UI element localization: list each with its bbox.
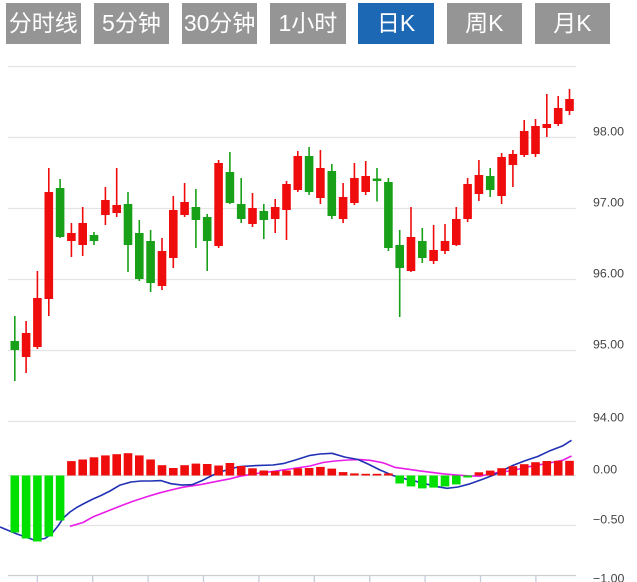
svg-text:96.00: 96.00 xyxy=(593,266,624,280)
svg-text:0.00: 0.00 xyxy=(593,462,617,476)
svg-text:98.00: 98.00 xyxy=(593,124,624,138)
svg-text:95.00: 95.00 xyxy=(593,337,624,351)
svg-text:97.00: 97.00 xyxy=(593,195,624,209)
svg-text:94.00: 94.00 xyxy=(593,411,624,425)
svg-text:−0.50: −0.50 xyxy=(593,512,624,526)
svg-text:−1.00: −1.00 xyxy=(593,571,624,582)
